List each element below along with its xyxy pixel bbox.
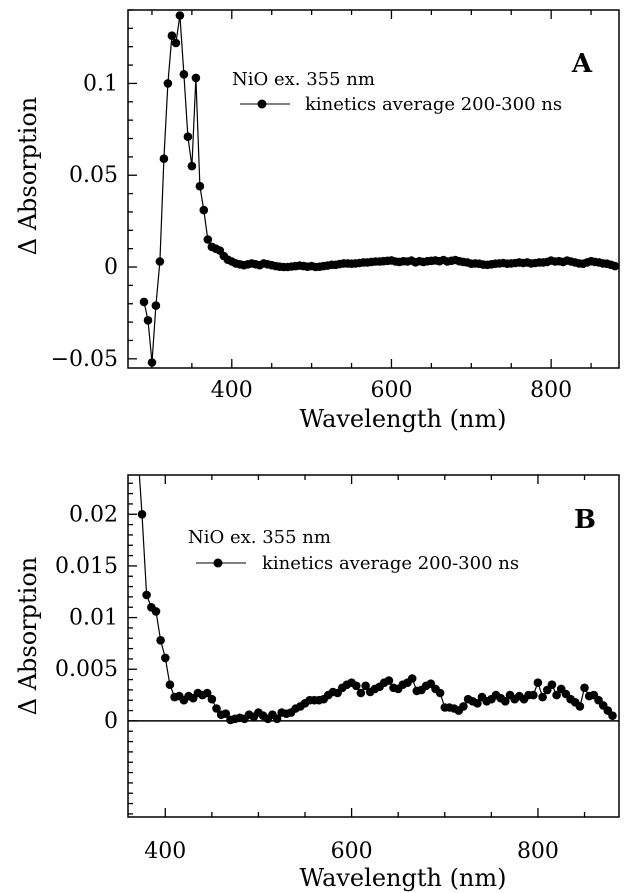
y-tick-label: 0.01	[69, 606, 118, 631]
data-point	[175, 11, 185, 20]
data-marks	[133, 440, 617, 725]
chart-panel-a: 400 600 800 −0.05 0 0.05 0.1 Wavelength (nm) Δ…	[14, 9, 620, 433]
data-point	[575, 702, 585, 711]
tick-labels: 400 600 800 −0.05 0 0.05 0.1	[51, 71, 573, 403]
data-marks	[139, 11, 619, 367]
data-point	[580, 683, 589, 693]
data-point	[142, 590, 151, 600]
y-tick-label: 0.005	[55, 657, 118, 682]
data-point	[147, 358, 157, 367]
legend-marker	[257, 99, 267, 109]
y-tick-label: −0.05	[51, 347, 118, 372]
data-point	[547, 680, 557, 689]
data-point	[199, 205, 209, 215]
data-point	[163, 79, 173, 88]
data-point	[529, 690, 538, 700]
data-point	[407, 674, 417, 683]
data-point	[212, 704, 221, 713]
legend-title: NiO ex. 355 nm	[232, 69, 375, 90]
data-point	[356, 688, 366, 698]
data-point	[361, 681, 370, 691]
data-point	[155, 257, 165, 266]
x-tick-label: 800	[530, 378, 572, 403]
data-point	[610, 261, 619, 271]
y-tick-label: 0.05	[69, 163, 118, 188]
data-point	[137, 510, 147, 519]
y-tick-label: 0.02	[69, 502, 118, 527]
y-tick-label: 0.1	[83, 71, 118, 96]
data-point	[533, 678, 543, 687]
panel-label: B	[574, 505, 596, 535]
x-axis-label: Wavelength (nm)	[299, 864, 506, 892]
y-axis-label: Δ Absorption	[14, 97, 42, 255]
data-point	[139, 297, 149, 307]
data-point	[151, 607, 161, 616]
data-point	[473, 699, 482, 708]
data-point	[501, 697, 510, 706]
data-point	[165, 680, 175, 689]
data-point	[179, 70, 189, 79]
x-tick-label: 600	[370, 378, 412, 403]
data-point	[191, 73, 201, 83]
data-point	[221, 709, 231, 718]
y-axis-label: Δ Absorption	[14, 557, 42, 715]
data-point	[183, 132, 193, 141]
data-point	[143, 316, 153, 325]
y-tick-label: 0	[104, 709, 118, 734]
data-point	[552, 690, 561, 700]
data-point	[161, 653, 170, 663]
legend-title: NiO ex. 355 nm	[188, 527, 331, 548]
legend: NiO ex. 355 nm kinetics average 200-300 …	[188, 527, 519, 574]
data-point	[352, 681, 361, 691]
data-point	[171, 38, 181, 48]
x-tick-label: 800	[517, 839, 559, 864]
data-point	[538, 692, 547, 702]
data-point	[435, 688, 445, 698]
axis-ticks	[128, 9, 592, 368]
panel-label: A	[571, 49, 593, 79]
legend-marker	[213, 558, 223, 568]
data-point	[203, 235, 213, 244]
series-line	[138, 475, 613, 721]
legend: NiO ex. 355 nm kinetics average 200-300 …	[232, 69, 562, 115]
data-point	[159, 154, 169, 163]
y-tick-label: 0	[104, 255, 118, 280]
x-tick-label: 400	[211, 378, 253, 403]
y-tick-label: 0.015	[55, 554, 118, 579]
x-tick-label: 400	[144, 839, 186, 864]
data-point	[272, 714, 282, 724]
data-point	[187, 161, 197, 171]
data-point	[167, 31, 177, 40]
data-point	[384, 676, 394, 685]
data-point	[133, 440, 142, 449]
data-point	[207, 694, 217, 704]
data-point	[156, 636, 165, 645]
plot-frame	[127, 474, 620, 818]
tick-labels: 400 600 800 0 0.005 0.01 0.015 0.02	[55, 502, 559, 864]
data-point	[608, 711, 617, 720]
data-point	[202, 688, 212, 698]
data-point	[195, 181, 205, 191]
plot-frame	[127, 9, 620, 369]
data-point	[459, 702, 468, 711]
legend-series-label: kinetics average 200-300 ns	[305, 94, 562, 115]
series-line	[143, 15, 616, 363]
x-axis-label: Wavelength (nm)	[299, 405, 506, 433]
data-point	[151, 301, 161, 310]
legend-series-label: kinetics average 200-300 ns	[262, 553, 519, 574]
x-tick-label: 600	[331, 839, 373, 864]
chart-panel-b: 400 600 800 0 0.005 0.01 0.015 0.02 Wavelength …	[14, 440, 620, 892]
